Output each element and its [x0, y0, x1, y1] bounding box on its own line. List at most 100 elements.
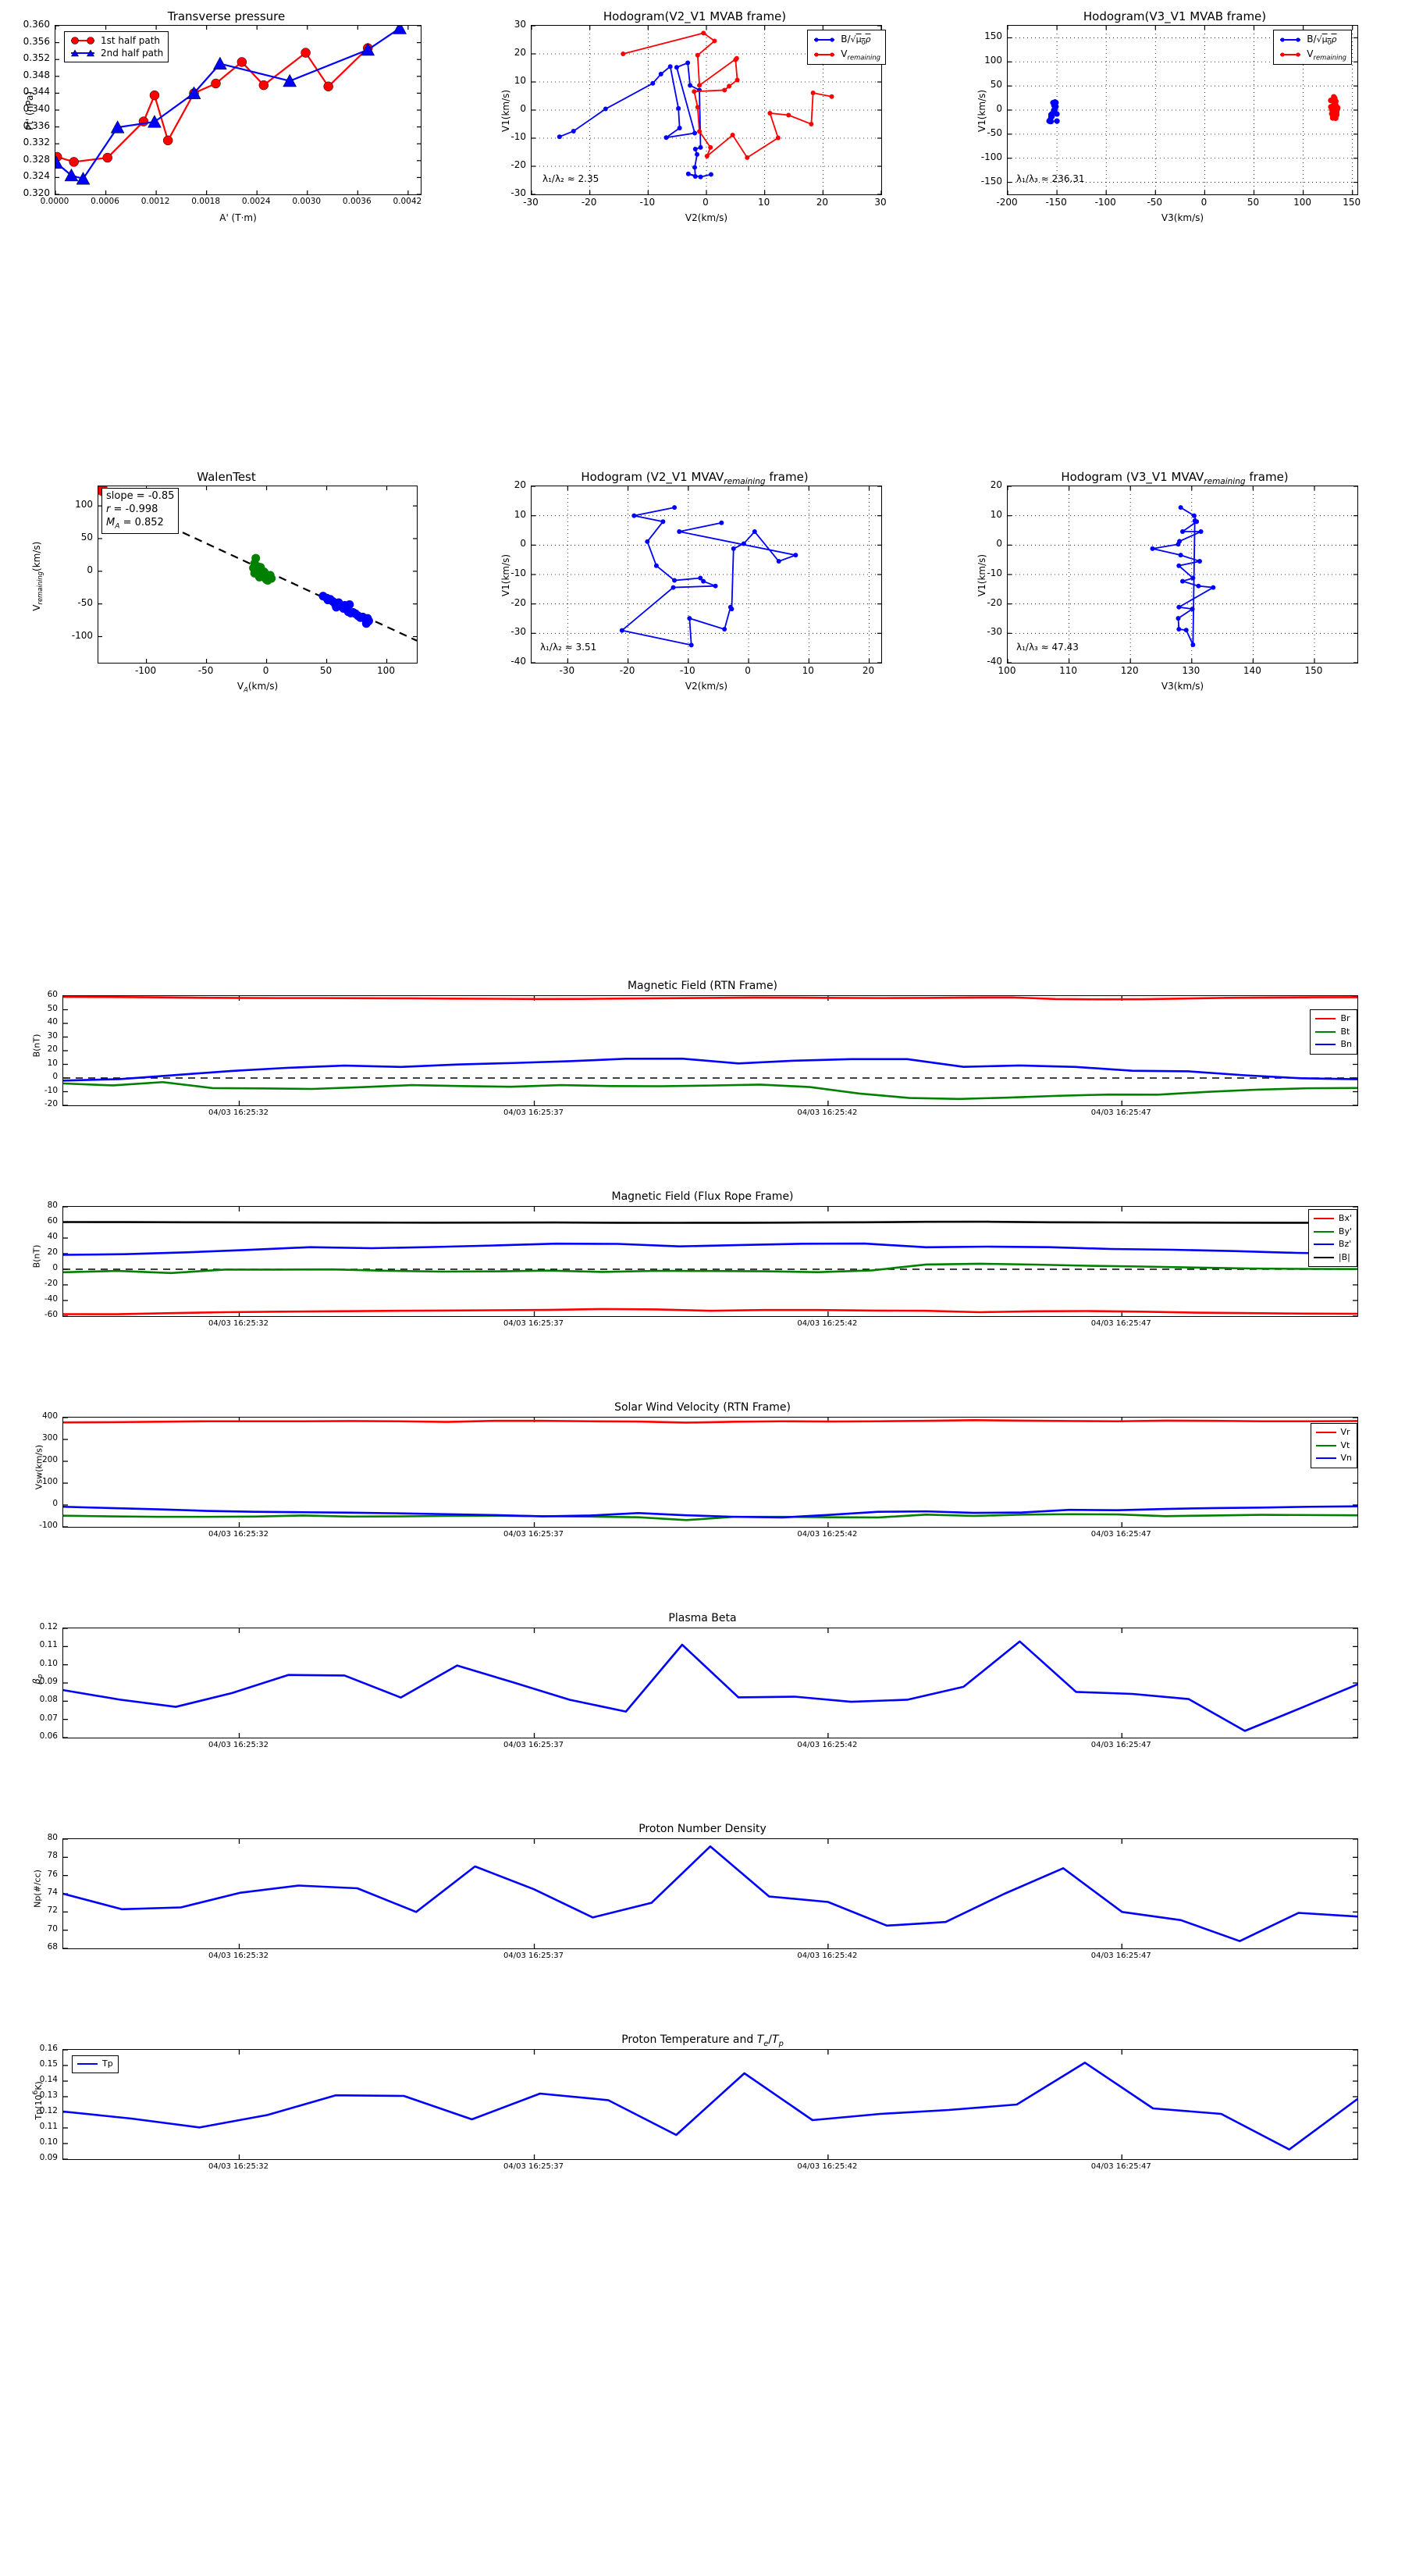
y-tick-label: 0.06 — [39, 1731, 58, 1741]
panel-title: WalenTest — [197, 470, 256, 484]
panel-title: Hodogram (V2_V1 MVAVremaining frame) — [581, 470, 809, 486]
legend[interactable]: Br Bt Bn — [1310, 1009, 1357, 1055]
x-tick-label: 20 — [816, 197, 828, 208]
panel-plasma-beta: Plasma Beta βp 04/03 16:25:32 04/03 16:25… — [16, 1612, 1389, 1768]
y-tick-label: 0.324 — [23, 170, 50, 182]
legend[interactable]: 1st half path 2nd half path — [64, 31, 169, 63]
plot-area — [62, 1838, 1358, 1949]
x-tick-label: -20 — [619, 665, 635, 676]
plot-area — [98, 486, 418, 664]
panel-proton-number-density: Proton Number Density Np(#/cc) 04/03 16:… — [16, 1823, 1389, 1979]
legend-swatch-green — [1315, 1030, 1336, 1033]
y-tick-label: 60 — [47, 990, 58, 999]
eigenvalue-ratio-annotation: λ₁/λ₃ ≈ 236.31 — [1016, 173, 1085, 184]
x-tick-label: 04/03 16:25:37 — [503, 1530, 564, 1539]
legend-marker-line-blue — [1280, 37, 1301, 42]
y-tick-label: 0.10 — [39, 2137, 58, 2147]
x-tick-label: 0.0006 — [91, 197, 119, 206]
y-axis-label: Vremaining(km/s) — [30, 541, 44, 611]
y-tick-label: 300 — [41, 1433, 58, 1443]
legend-label: Vremaining — [841, 48, 880, 61]
x-tick-label: 0.0036 — [342, 197, 372, 206]
stat-r: r = -0.998 — [106, 503, 158, 515]
x-tick-label: 04/03 16:25:42 — [797, 1530, 858, 1539]
y-tick-label: -150 — [980, 175, 1002, 187]
x-tick-label: 0.0042 — [393, 197, 422, 206]
y-tick-label: 0 — [52, 1499, 58, 1508]
legend-label: Vr — [1340, 1427, 1350, 1437]
x-tick-label: 04/03 16:25:47 — [1090, 1741, 1151, 1749]
x-tick-label: 50 — [1247, 197, 1260, 208]
y-tick-label: 60 — [47, 1216, 58, 1226]
panel-title: Magnetic Field (RTN Frame) — [627, 980, 778, 992]
x-axis-label: V2(km/s) — [685, 681, 728, 692]
x-tick-label: -30 — [523, 197, 539, 208]
eigenvalue-ratio-annotation: λ₁/λ₃ ≈ 47.43 — [1016, 642, 1079, 653]
x-axis-label: V3(km/s) — [1161, 681, 1204, 692]
legend-swatch-black — [1313, 1256, 1334, 1258]
legend-label: Bn — [1340, 1039, 1352, 1049]
x-tick-label: 150 — [1304, 665, 1323, 676]
x-tick-label: 04/03 16:25:42 — [797, 2162, 858, 2171]
y-tick-label: 68 — [47, 1942, 58, 1952]
y-tick-label: 0 — [520, 538, 526, 550]
legend-item-2nd-half: 2nd half path — [69, 47, 163, 59]
y-tick-label: 0 — [87, 564, 93, 575]
legend-item-vr: Vr — [1315, 1426, 1353, 1439]
x-tick-label: 10 — [802, 665, 814, 676]
y-tick-label: 20 — [514, 479, 526, 490]
y-tick-label: -10 — [510, 568, 526, 578]
y-tick-label: 0.344 — [23, 86, 50, 98]
y-tick-label: 20 — [47, 1044, 58, 1054]
panel-title: Hodogram (V3_V1 MVAVremaining frame) — [1061, 470, 1289, 486]
legend-swatch-blue — [1313, 1244, 1334, 1246]
legend-label: Br — [1340, 1013, 1350, 1023]
y-tick-label: 0.332 — [23, 137, 50, 148]
x-tick-label: 04/03 16:25:37 — [503, 2162, 564, 2171]
x-tick-label: 10 — [758, 197, 770, 208]
y-tick-label: -50 — [987, 126, 1002, 138]
y-tick-label: 0.320 — [23, 187, 50, 198]
panel-hodogram-v2v1-mvab: Hodogram(V2_V1 MVAB frame) V1(km/s) V2(k… — [484, 8, 905, 223]
legend[interactable]: Vr Vt Vn — [1310, 1423, 1357, 1468]
x-axis-label: A' (T·m) — [219, 212, 257, 223]
y-tick-label: 0 — [996, 538, 1002, 550]
y-tick-label: 50 — [80, 531, 93, 543]
panel-walen-test: WalenTest Vremaining(km/s) VA(km/s) slop… — [16, 468, 437, 693]
legend-item-bx: Bx' — [1313, 1212, 1352, 1226]
legend[interactable]: B/√μ0ρ Vremaining — [807, 30, 886, 66]
plot-area — [1007, 486, 1358, 664]
legend-marker-line-red — [814, 52, 835, 57]
x-tick-label: 04/03 16:25:42 — [797, 1319, 858, 1328]
x-tick-label: 04/03 16:25:47 — [1090, 1319, 1151, 1328]
y-tick-label: -100 — [980, 151, 1002, 162]
panel-title: Plasma Beta — [668, 1612, 737, 1624]
x-tick-label: 04/03 16:25:37 — [503, 1319, 564, 1328]
walen-stats-box: slope = -0.85 r = -0.998 MA = 0.852 — [101, 488, 180, 535]
y-tick-label: -30 — [510, 187, 526, 198]
panel-hodogram-v2v1-mvav: Hodogram (V2_V1 MVAVremaining frame) V1(… — [484, 468, 905, 692]
legend-item-by: By' — [1313, 1226, 1352, 1239]
legend[interactable]: B/√μ0ρ Vremaining — [1273, 30, 1352, 66]
plot-area — [62, 2049, 1358, 2160]
y-tick-label: 80 — [47, 1833, 58, 1842]
panel-title: Proton Number Density — [638, 1823, 767, 1835]
y-tick-label: -30 — [510, 626, 526, 638]
plot-area — [62, 995, 1358, 1106]
legend-item-tp: Tp — [77, 2058, 113, 2070]
y-tick-label: 0.360 — [23, 19, 50, 30]
y-tick-label: 72 — [47, 1905, 58, 1916]
x-tick-label: 04/03 16:25:47 — [1090, 1108, 1151, 1117]
y-tick-label: 0.15 — [39, 2059, 58, 2069]
legend[interactable]: Tp — [72, 2055, 119, 2073]
y-tick-label: 0.13 — [39, 2090, 58, 2100]
legend-item-bt: Bt — [1315, 1026, 1352, 1039]
legend[interactable]: Bx' By' Bz' |B| — [1307, 1209, 1357, 1267]
y-tick-label: -20 — [44, 1099, 58, 1108]
legend-label: |B| — [1338, 1251, 1350, 1262]
x-tick-label: 04/03 16:25:47 — [1090, 1952, 1151, 1960]
y-tick-label: 100 — [41, 1477, 58, 1486]
legend-marker-circle-red — [71, 37, 94, 44]
x-tick-label: 04/03 16:25:37 — [503, 1741, 564, 1749]
y-tick-label: -100 — [71, 629, 93, 641]
